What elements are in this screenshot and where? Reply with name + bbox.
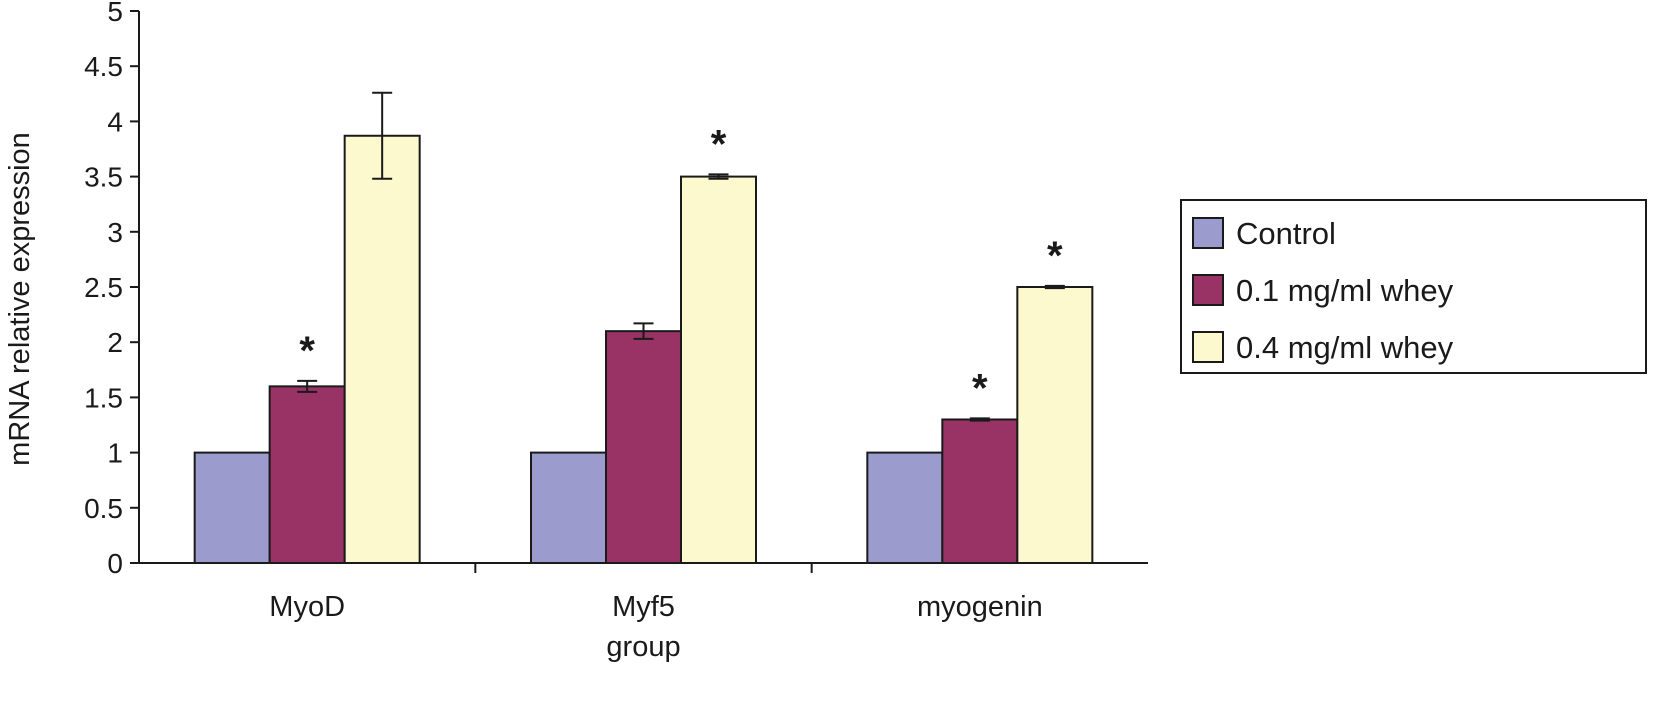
significance-star: * <box>711 122 727 166</box>
bar <box>1016 286 1094 564</box>
legend-label: 0.4 mg/ml whey <box>1236 330 1454 365</box>
x-axis-title: group <box>606 631 680 663</box>
category-label: myogenin <box>917 591 1043 623</box>
y-tick-label: 1.5 <box>84 382 123 413</box>
y-tick-label: 2 <box>107 327 123 358</box>
legend-label: Control <box>1236 216 1336 251</box>
legend-label: 0.1 mg/ml whey <box>1236 273 1454 308</box>
bar <box>343 134 421 564</box>
y-tick-label: 1 <box>107 438 123 469</box>
y-tick-label: 3 <box>107 217 123 248</box>
x-axis-ticks <box>474 563 813 573</box>
legend-frame <box>1180 199 1647 374</box>
y-tick-label: 0.5 <box>84 493 123 524</box>
bars <box>193 134 1094 565</box>
category-label: MyoD <box>269 591 345 623</box>
y-axis-ticks: 0 0.5 1 1.5 2 2.5 3 3.5 4 4.5 5 <box>84 0 139 579</box>
y-tick-label: 3.5 <box>84 162 123 193</box>
category-labels: MyoD Myf5 myogenin <box>269 591 1042 623</box>
legend-swatch <box>1192 217 1224 249</box>
y-tick-label: 0 <box>107 548 123 579</box>
bar <box>605 330 682 564</box>
significance-markers: * * * * <box>299 122 1063 410</box>
y-tick-label: 5 <box>107 0 123 27</box>
y-tick-label: 2.5 <box>84 272 123 303</box>
significance-star: * <box>1047 234 1063 278</box>
legend: Control 0.1 mg/ml whey 0.4 mg/ml whey <box>1180 199 1647 374</box>
legend-swatch <box>1192 331 1224 363</box>
error-bars <box>297 91 1065 422</box>
y-tick-label: 4.5 <box>84 51 123 82</box>
y-axis-title: mRNA relative expression <box>4 132 36 466</box>
significance-star: * <box>299 329 315 373</box>
legend-swatch <box>1192 274 1224 306</box>
bar <box>193 451 271 565</box>
bar <box>680 175 757 564</box>
bar <box>941 418 1019 565</box>
bar <box>268 385 346 564</box>
category-label: Myf5 <box>612 591 675 623</box>
bar <box>530 451 607 565</box>
bar <box>866 451 944 565</box>
significance-star: * <box>972 366 988 410</box>
y-tick-label: 4 <box>107 106 123 137</box>
